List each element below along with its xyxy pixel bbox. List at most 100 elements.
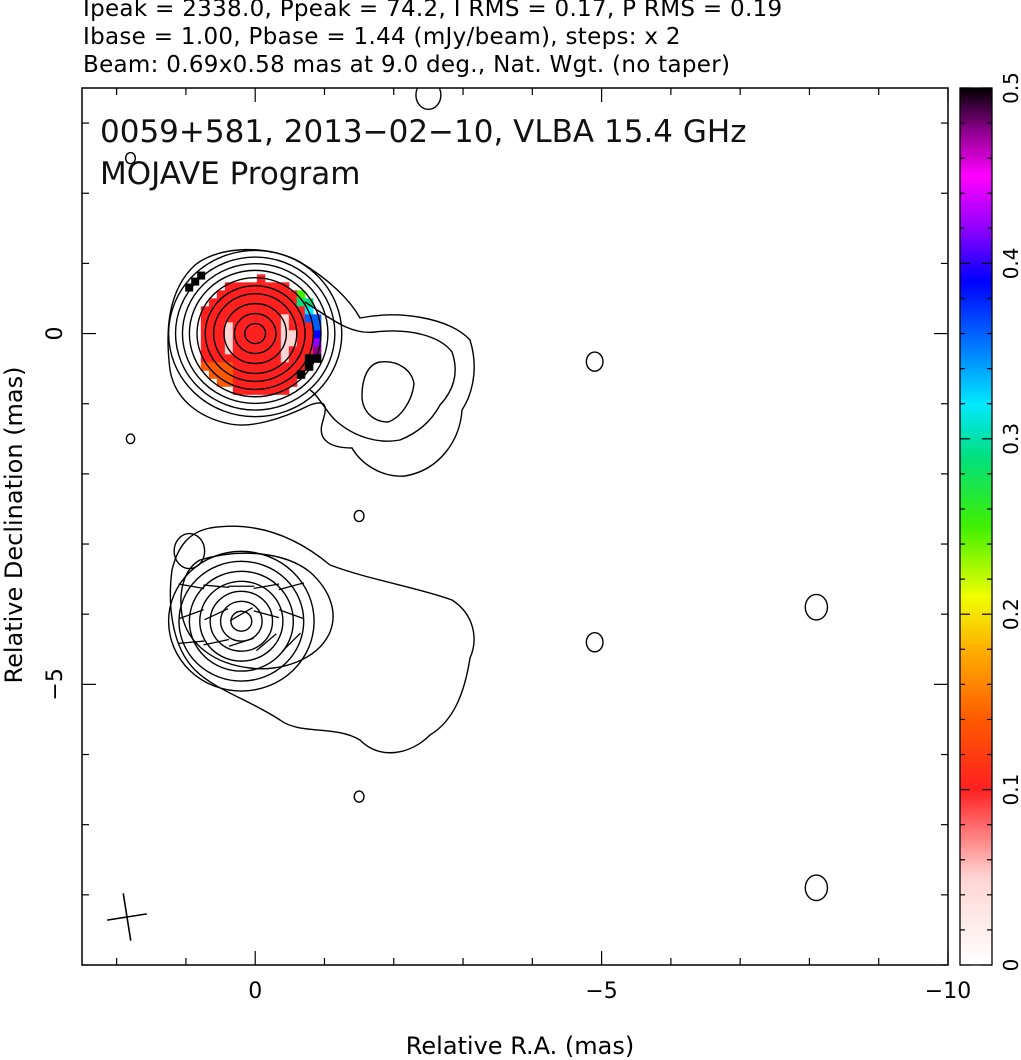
pol-pixel (288, 314, 298, 323)
pol-pixel (232, 362, 242, 371)
pol-pixel (240, 370, 250, 379)
pol-pixel (272, 386, 282, 395)
pol-pixel (208, 314, 218, 323)
pol-pixel (208, 370, 218, 379)
isolated-component-contour (585, 632, 604, 653)
colorbar-tick-labels: 0 0.1 0.2 0.3 0.4 0.5 (999, 72, 1021, 971)
pol-pixel (200, 306, 210, 315)
pol-pixel (288, 354, 298, 363)
pol-pixel (232, 298, 242, 307)
pol-pixel (256, 298, 266, 307)
pol-pixel (216, 330, 226, 339)
pol-pixel (312, 354, 322, 363)
isolated-component-contour (173, 532, 206, 570)
pol-pixel (264, 346, 274, 355)
pol-pixel (256, 378, 266, 387)
pol-pixel (280, 354, 290, 363)
pol-pixel (208, 306, 218, 315)
pol-pixel (288, 330, 298, 339)
colorbar-tick-label: 0.2 (999, 598, 1021, 630)
evpa-vector (203, 584, 230, 588)
colorbar (959, 87, 993, 966)
pol-pixel (216, 354, 226, 363)
pol-pixel (304, 338, 314, 347)
pol-pixel (296, 362, 306, 371)
beam-minor-axis (107, 913, 147, 921)
pol-pixel (216, 290, 226, 299)
pol-pixel (224, 290, 234, 299)
pol-pixel (280, 346, 290, 355)
lower-core-contour (178, 560, 305, 682)
header-line-3: Beam: 0.69x0.58 mas at 9.0 deg., Nat. Wg… (83, 52, 731, 78)
pol-pixel (248, 290, 258, 299)
isolated-component-contour (804, 874, 829, 902)
pol-pixel (264, 306, 274, 315)
pol-pixel (208, 362, 218, 371)
pol-pixel (264, 354, 274, 363)
upper-core-contour (223, 302, 288, 365)
pol-pixel (264, 322, 274, 331)
lower-core-contour (167, 550, 315, 692)
pol-pixel (208, 322, 218, 331)
pol-pixel (272, 330, 282, 339)
upper-core-contour (174, 256, 336, 411)
upper-jet-contour (167, 248, 475, 477)
pol-pixel (296, 354, 306, 363)
pol-pixel (304, 354, 314, 363)
pol-pixel (272, 378, 282, 387)
pol-pixel (312, 330, 322, 339)
evpa-vector (281, 632, 301, 652)
pol-pixel (232, 282, 242, 291)
pol-pixel (191, 277, 200, 286)
pol-pixel (248, 370, 258, 379)
pol-pixel (224, 354, 234, 363)
isolated-component-contour (124, 151, 137, 165)
pol-pixel (216, 346, 226, 355)
pol-pixel (197, 271, 206, 280)
pol-pixel (304, 322, 314, 331)
pol-pixel (224, 362, 234, 371)
pol-pixel (185, 283, 194, 292)
pol-pixel (296, 298, 306, 307)
pol-pixel (256, 306, 266, 315)
upper-core-contour (244, 322, 267, 345)
pol-pixel (216, 362, 226, 371)
pol-pixel (224, 322, 234, 331)
colorbar-tick-label: 0.1 (999, 774, 1021, 806)
pol-pixel (264, 378, 274, 387)
pol-pixel (224, 314, 234, 323)
x-tick-label: 0 (248, 979, 262, 1004)
pol-pixel (264, 298, 274, 307)
pol-pixel (232, 314, 242, 323)
pol-pixel (248, 362, 258, 371)
pol-pixel (288, 362, 298, 371)
pol-pixel (256, 362, 266, 371)
lower-jet-contour (180, 552, 334, 670)
pol-pixel (256, 386, 266, 395)
pol-pixel (216, 298, 226, 307)
upper-core-contour (204, 284, 306, 383)
lower-core-contour (230, 610, 253, 632)
axis-ticks (82, 88, 949, 966)
y-tick-label: 0 (43, 327, 68, 341)
pol-pixel (312, 314, 322, 323)
pol-pixel (272, 306, 282, 315)
pol-pixel (296, 306, 306, 315)
pol-pixel (296, 314, 306, 323)
pol-pixel (288, 306, 298, 315)
isolated-component-contour (125, 433, 136, 445)
pol-pixel (264, 290, 274, 299)
pol-pixel (280, 378, 290, 387)
pol-pixel (272, 322, 282, 331)
evpa-vector (204, 608, 229, 621)
pol-pixel (224, 306, 234, 315)
pol-pixel (272, 370, 282, 379)
pol-pixel (240, 362, 250, 371)
evpa-vector (228, 637, 254, 647)
upper-core-contour (196, 276, 315, 391)
pol-pixel (280, 282, 290, 291)
header-line-2: Ibase = 1.00, Pbase = 1.44 (mJy/beam), s… (83, 24, 681, 50)
pol-pixel (288, 322, 298, 331)
pol-pixel (272, 298, 282, 307)
pol-pixel (248, 330, 258, 339)
